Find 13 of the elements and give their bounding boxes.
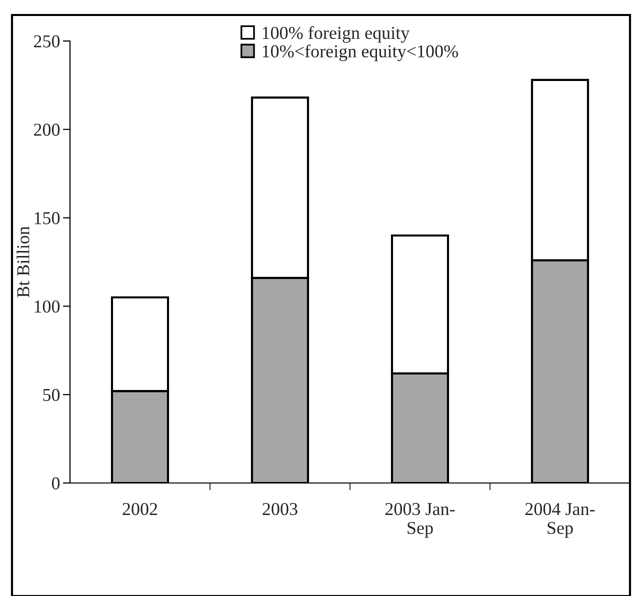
legend-label: 100% foreign equity: [262, 26, 410, 43]
y-axis-title: Bt Billion: [16, 226, 30, 298]
x-tick-label: 2002: [122, 502, 158, 516]
y-tick-label: 0: [52, 477, 60, 490]
y-tick-label: 100: [34, 300, 60, 313]
legend-label: 10%<foreign equity<100%: [262, 44, 458, 62]
y-tick-label: 50: [43, 388, 60, 402]
x-tick-label: 2003 Jan- Sep: [385, 502, 455, 538]
y-tick-label: 150: [34, 212, 60, 224]
x-tick-label: 2004 Jan- Sep: [525, 502, 595, 538]
y-tick-label: 200: [34, 124, 60, 136]
y-tick-label: 250: [34, 35, 60, 48]
x-tick-label: 2003: [262, 502, 298, 516]
